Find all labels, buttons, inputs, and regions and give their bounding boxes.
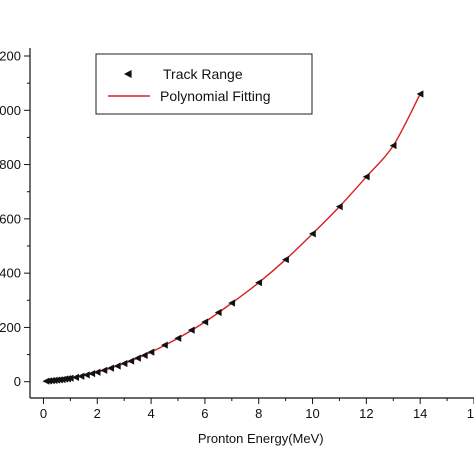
x-tick-label: 4 [147, 406, 154, 421]
data-point [66, 374, 74, 382]
data-point [107, 364, 114, 372]
data-point [255, 279, 262, 287]
x-tick-label: 14 [413, 406, 427, 421]
data-point [160, 341, 168, 349]
legend-track-range-label: Track Range [163, 66, 243, 82]
y-axis-ticks: 0 200 400 600 800 1000 1200 [0, 49, 30, 389]
data-point [389, 141, 397, 150]
data-point [140, 351, 148, 359]
data-point [120, 359, 128, 368]
x-tick-label: 12 [359, 406, 373, 421]
x-tick-label: 6 [201, 406, 208, 421]
y-tick-label: 600 [0, 211, 21, 226]
data-point [134, 354, 141, 362]
y-tick-label: 1200 [0, 49, 21, 64]
data-point [100, 366, 108, 374]
data-point [228, 299, 236, 307]
y-tick-label: 400 [0, 266, 21, 281]
series-layer [42, 90, 424, 385]
legend: Track Range Polynomial Fitting [95, 53, 313, 115]
y-tick-label: 800 [0, 157, 21, 172]
data-point [88, 369, 96, 378]
data-point [282, 255, 289, 264]
y-tick-label: 1000 [0, 103, 21, 118]
y-tick-label: 200 [0, 320, 21, 335]
data-point [335, 203, 343, 211]
data-point [187, 326, 195, 334]
data-point [93, 368, 101, 376]
x-tick-label: 2 [94, 406, 101, 421]
fit-line [43, 93, 421, 383]
data-point [77, 372, 85, 380]
plot-frame [29, 48, 474, 399]
legend-polynomial-fitting-label: Polynomial Fitting [160, 88, 271, 104]
data-point [201, 318, 209, 326]
data-point [113, 362, 121, 370]
data-point [147, 348, 155, 356]
data-point [308, 230, 316, 238]
data-point [214, 308, 222, 317]
legend-track-range-marker [124, 70, 132, 78]
x-tick-label: 10 [305, 406, 319, 421]
data-point [82, 371, 90, 379]
x-tick-label: 8 [255, 406, 262, 421]
data-point [127, 357, 135, 365]
data-point [416, 90, 424, 98]
data-point [72, 373, 79, 381]
x-tick-label: 16 [467, 406, 474, 421]
y-tick-label: 0 [14, 374, 21, 389]
data-point [362, 173, 370, 181]
x-tick-label: 0 [40, 406, 47, 421]
x-axis-title: Pronton Energy(MeV) [198, 431, 324, 446]
data-point [174, 334, 182, 342]
x-axis-ticks: 0 2 4 6 8 10 12 14 16 [40, 398, 474, 421]
legend-box [95, 53, 313, 115]
